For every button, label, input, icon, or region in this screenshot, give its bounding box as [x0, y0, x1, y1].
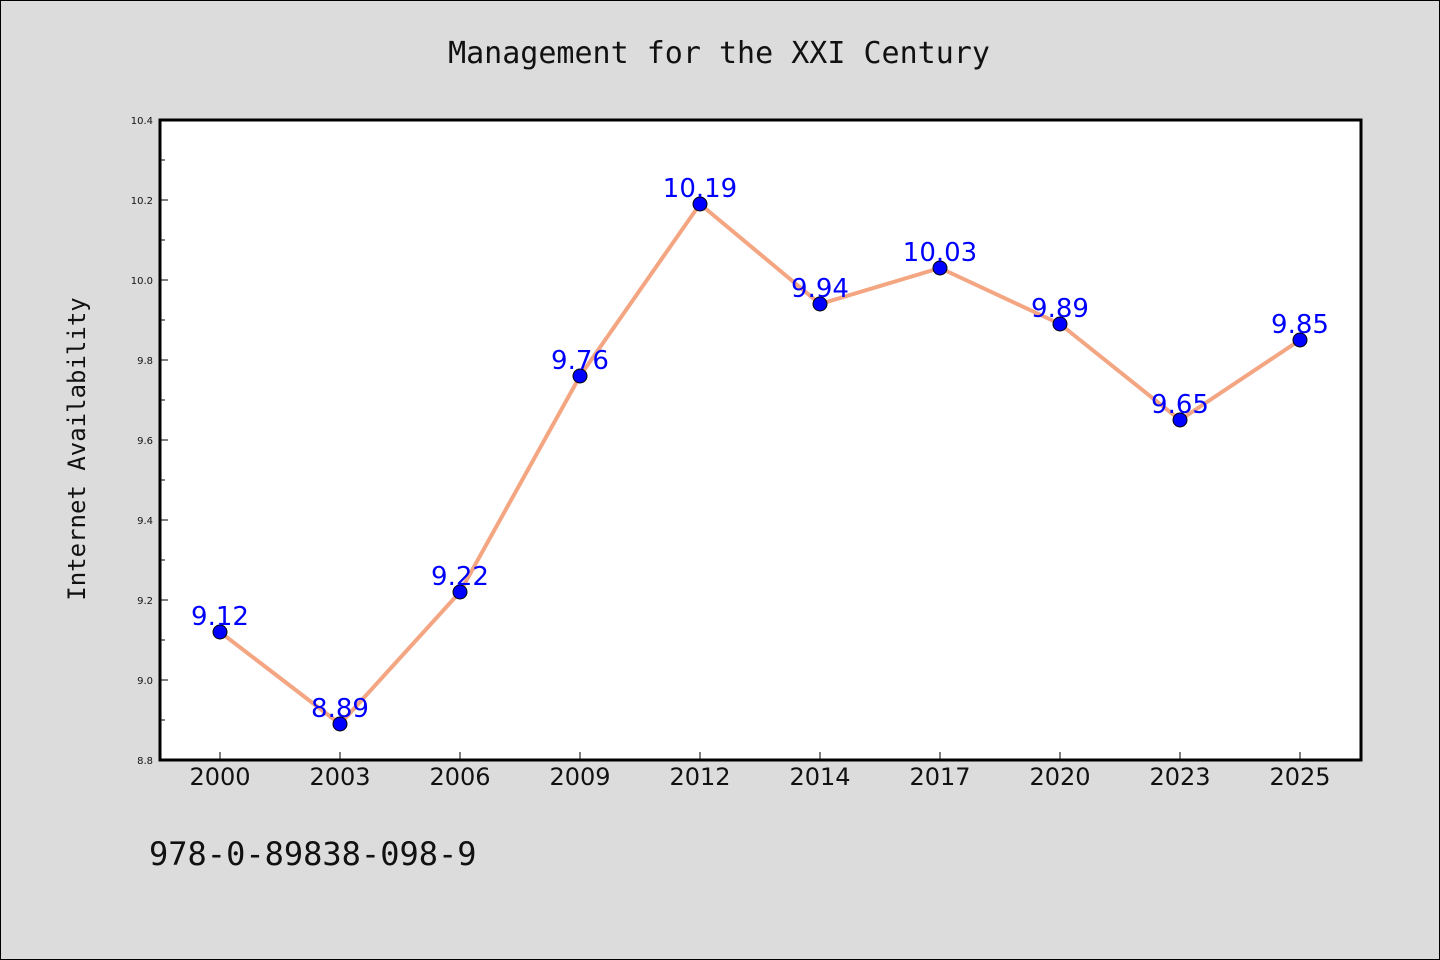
data-point: [212, 624, 228, 640]
x-tick-label: 2023: [1149, 763, 1210, 791]
data-label: 9.85: [1271, 310, 1329, 340]
data-label: 8.89: [311, 694, 369, 724]
chart-title: Management for the XXI Century: [448, 36, 990, 71]
x-tick-label: 2014: [789, 763, 850, 791]
plot-area: [158, 118, 1363, 762]
data-point: [452, 584, 468, 600]
isbn-text: 978-0-89838-098-9: [149, 835, 477, 873]
y-tick-label: 8.8: [137, 756, 153, 767]
series-line: [218, 202, 1302, 726]
y-tick-label: 10.4: [131, 116, 153, 127]
x-tick-label: 2006: [429, 763, 490, 791]
data-point: [932, 260, 948, 276]
x-tick-label: 2009: [549, 763, 610, 791]
data-point: [1052, 316, 1068, 332]
data-label: 10.03: [903, 238, 977, 268]
y-tick-label: 9.0: [137, 676, 153, 687]
data-label: 10.19: [663, 174, 737, 204]
x-axis: 2000 2003 2006 2009 2012 2014 2017 2020 2023 2025: [189, 752, 1331, 791]
y-tick-label: 9.2: [137, 596, 153, 607]
y-tick-label: 10.2: [131, 196, 153, 207]
x-tick-label: 2020: [1029, 763, 1090, 791]
y-tick-label: 9.4: [137, 516, 153, 527]
data-label: 9.94: [791, 274, 849, 304]
data-point: [1172, 412, 1188, 428]
data-label: 9.89: [1031, 294, 1089, 324]
data-label: 9.12: [191, 602, 249, 632]
series-line-group: [218, 202, 1302, 726]
x-tick-label: 2000: [189, 763, 250, 791]
data-point: [332, 716, 348, 732]
x-tick-label: 2017: [909, 763, 970, 791]
data-label: 9.22: [431, 562, 489, 592]
data-label: 9.65: [1151, 390, 1209, 420]
y-tick-label: 9.6: [137, 436, 153, 447]
y-tick-label: 10.0: [131, 276, 153, 287]
data-point: [692, 196, 708, 212]
data-label: 9.76: [551, 346, 609, 376]
data-point: [812, 296, 828, 312]
data-labels: 9.12 8.89 9.22 9.76 10.19 9.94 10.03 9.89 9.65 9.…: [191, 174, 1329, 724]
y-axis: 8.8 9.0 9.2 9.4 9.6 9.8 10.0 10.2 10.4: [131, 116, 168, 767]
x-tick-label: 2012: [669, 763, 730, 791]
x-tick-label: 2003: [309, 763, 370, 791]
data-points: [212, 196, 1308, 732]
x-tick-label: 2025: [1269, 763, 1330, 791]
y-axis-label: Internet Availability: [63, 297, 91, 600]
y-tick-label: 9.8: [137, 356, 153, 367]
data-point: [1292, 332, 1308, 348]
data-point: [572, 368, 588, 384]
